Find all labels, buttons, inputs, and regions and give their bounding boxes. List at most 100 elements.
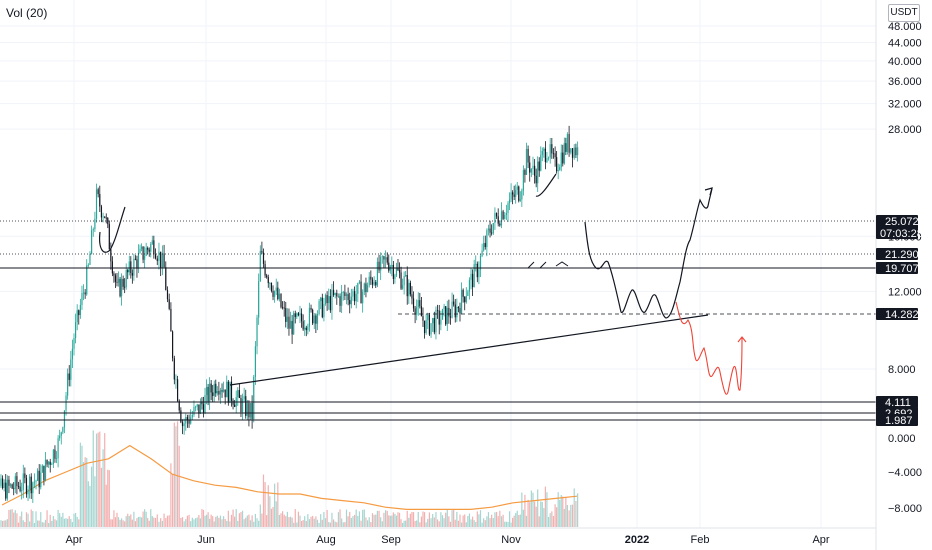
volume-bar — [166, 515, 169, 527]
candle-body — [116, 281, 118, 283]
volume-bar — [280, 513, 282, 527]
candle-body — [438, 310, 440, 325]
volume-bar — [148, 520, 150, 527]
candle-body — [100, 206, 103, 218]
candle-body — [119, 278, 121, 297]
candle-body — [540, 154, 542, 171]
price-badges: 25.07207:03:2821.29019.70714.2824.1112.6… — [876, 215, 923, 427]
volume-bar — [405, 520, 407, 527]
volume-bar — [435, 512, 437, 527]
volume-bar — [84, 457, 86, 527]
candle-body — [154, 254, 157, 259]
candle-body — [508, 199, 511, 204]
candle-body — [326, 295, 328, 304]
volume-bar — [209, 518, 211, 527]
volume-bar — [150, 509, 152, 527]
volume-bar — [137, 516, 140, 527]
candle-body — [427, 314, 429, 321]
volume-bar — [54, 519, 56, 527]
volume-bar — [161, 520, 163, 527]
candle-body — [46, 459, 48, 465]
candle-body — [401, 285, 404, 289]
time-tick-label: Sep — [381, 534, 401, 546]
volume-bar — [235, 509, 237, 527]
candle-body — [417, 300, 419, 308]
volume-bar — [451, 510, 453, 527]
volume-bar — [575, 500, 577, 527]
candle-body — [538, 161, 540, 171]
volume-bar — [454, 519, 456, 527]
volume-bar — [269, 496, 271, 527]
candle-body — [216, 391, 218, 394]
candle-body — [353, 291, 356, 302]
candle-body — [84, 292, 86, 295]
candle-body — [180, 410, 182, 423]
volume-bar — [87, 481, 89, 527]
volume-bar — [60, 516, 62, 527]
volume-bar — [24, 521, 26, 527]
volume-bar — [394, 513, 396, 527]
volume-bar — [365, 517, 367, 527]
candle-body — [453, 301, 455, 305]
volume-bar — [381, 521, 383, 527]
volume-bar — [163, 513, 165, 527]
candle-body — [166, 289, 169, 300]
candle-body — [355, 293, 357, 302]
candle-body — [145, 247, 147, 256]
candle-body — [331, 289, 333, 311]
volume-bar — [441, 515, 444, 527]
volume-bar — [139, 516, 141, 527]
breakout-marks — [527, 261, 569, 269]
candle-body — [70, 359, 72, 380]
candle-body — [9, 484, 12, 486]
candle-body — [133, 258, 135, 276]
candle-body — [345, 294, 348, 296]
candle-body — [312, 309, 314, 324]
volume-bar — [183, 521, 185, 527]
volume-bar — [486, 516, 488, 527]
candle-body — [74, 322, 77, 339]
candle-body — [423, 320, 426, 334]
candle-body — [178, 400, 180, 411]
candle-body — [32, 482, 34, 494]
volume-bar — [237, 520, 239, 527]
candle-body — [168, 299, 170, 309]
candle-body — [57, 438, 59, 459]
volume-bar — [30, 509, 32, 527]
candle-body — [365, 283, 367, 292]
candle-body — [120, 278, 123, 297]
volume-bar — [288, 517, 290, 527]
candle-body — [304, 327, 306, 330]
volume-bar — [414, 520, 416, 527]
volume-bar — [181, 517, 184, 527]
candle-body — [29, 476, 31, 490]
candle-body — [52, 449, 54, 465]
volume-bar — [358, 511, 361, 527]
volume-bar — [73, 513, 75, 527]
candle-body — [395, 267, 398, 276]
candle-body — [525, 149, 528, 175]
candle-body — [87, 264, 89, 266]
volume-bar — [120, 518, 123, 527]
candle-body — [552, 153, 555, 155]
candle-body — [232, 400, 234, 405]
volume-bar — [331, 512, 333, 527]
candle-body — [446, 307, 448, 325]
candle-body — [336, 292, 338, 297]
candle-body — [464, 296, 466, 303]
volume-bar — [366, 520, 369, 527]
volume-bar — [168, 515, 170, 527]
candle-body — [457, 306, 460, 309]
price-badge-value: 4.111 — [885, 397, 911, 409]
candle-body — [430, 323, 432, 335]
volume-bar — [438, 521, 440, 527]
candle-body — [213, 383, 215, 396]
candle-body — [549, 144, 551, 158]
volume-bar — [89, 485, 91, 527]
currency-unit-badge[interactable]: USDT — [888, 4, 920, 22]
candle-body — [27, 489, 29, 495]
candle-body — [13, 488, 15, 490]
volume-bar — [445, 512, 447, 527]
volume-bar — [315, 516, 317, 527]
